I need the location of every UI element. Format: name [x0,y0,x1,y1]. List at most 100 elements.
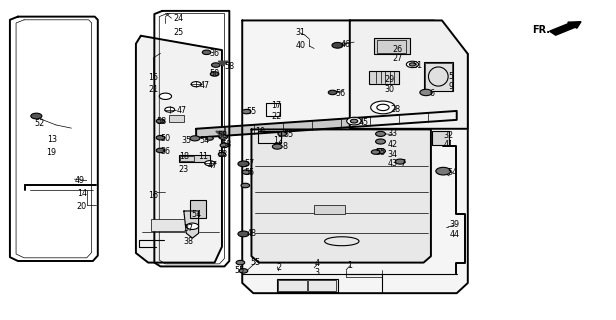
Text: 30: 30 [384,85,394,94]
Text: 55: 55 [245,168,255,177]
Text: 42: 42 [387,140,398,148]
Bar [179,155,209,162]
Text: 45: 45 [359,118,368,127]
Polygon shape [218,61,228,66]
Text: 58: 58 [224,61,235,70]
Text: 36: 36 [209,49,219,58]
Text: 16: 16 [148,190,158,200]
Bar [277,278,338,292]
Polygon shape [242,20,468,293]
Circle shape [376,139,386,144]
Text: 13: 13 [47,135,57,144]
Circle shape [376,131,386,136]
Text: 55: 55 [234,266,245,276]
Text: 22: 22 [271,113,281,122]
Circle shape [210,72,219,76]
Text: 39: 39 [449,220,460,229]
Bar [152,219,188,231]
Text: 54: 54 [200,136,210,145]
Circle shape [272,144,282,149]
Circle shape [347,117,362,125]
Circle shape [238,161,249,167]
Text: 58: 58 [156,117,167,126]
Text: 51: 51 [412,60,423,69]
Text: 9: 9 [448,82,453,91]
Circle shape [202,50,211,54]
Text: 29: 29 [384,75,394,84]
Text: 26: 26 [392,44,402,54]
Circle shape [211,63,220,67]
Circle shape [236,260,245,265]
Text: 54: 54 [447,168,458,177]
Circle shape [190,136,200,141]
Text: 35: 35 [181,136,192,145]
Text: 17: 17 [271,101,281,110]
Text: 47: 47 [208,161,218,170]
Bar [169,116,184,122]
Polygon shape [196,111,456,138]
Text: 48: 48 [246,229,256,238]
Text: 27: 27 [392,54,402,63]
FancyArrow shape [549,22,581,35]
Polygon shape [136,36,222,263]
Text: 47: 47 [200,81,210,90]
Text: FR.: FR. [533,25,551,35]
Text: 57: 57 [245,159,255,168]
Circle shape [371,101,395,114]
Polygon shape [216,131,225,136]
Text: 8: 8 [282,142,287,151]
Text: 37: 37 [183,224,193,233]
Bar [278,280,307,291]
Polygon shape [350,20,468,129]
Circle shape [206,136,213,140]
Text: 1: 1 [347,261,352,270]
Polygon shape [184,211,198,238]
Text: 56: 56 [335,89,345,98]
Circle shape [186,223,198,229]
Bar [375,38,410,54]
Text: 54: 54 [191,210,201,219]
Text: 15: 15 [148,73,158,82]
Text: 32: 32 [443,131,453,140]
Circle shape [407,61,419,68]
Polygon shape [251,129,431,263]
Bar [257,131,281,143]
Text: 58: 58 [217,150,227,159]
Text: 14: 14 [77,189,87,198]
Text: 25: 25 [174,28,184,37]
Circle shape [436,167,450,175]
Bar [432,131,449,145]
Text: 55: 55 [283,130,293,139]
Text: 55: 55 [251,258,261,267]
Bar [314,205,345,214]
Circle shape [165,107,174,112]
Text: 18: 18 [179,152,189,161]
Text: 43: 43 [388,159,398,168]
Text: 50: 50 [160,134,171,143]
Circle shape [239,269,248,273]
Circle shape [376,148,386,154]
Text: 12: 12 [274,136,283,145]
Text: 24: 24 [174,14,184,23]
Text: 47: 47 [177,106,187,115]
Circle shape [420,89,432,96]
Circle shape [328,90,337,95]
Bar [425,63,452,91]
Text: 40: 40 [296,41,306,50]
Text: 49: 49 [75,176,84,185]
Circle shape [242,170,251,174]
Text: 23: 23 [179,165,189,174]
Text: 28: 28 [390,105,400,114]
Text: 58: 58 [222,140,232,149]
Text: 38: 38 [183,237,193,246]
Circle shape [410,63,416,66]
Bar [266,103,280,116]
Text: 20: 20 [77,202,87,211]
Circle shape [205,161,214,166]
Circle shape [156,119,165,123]
Circle shape [238,231,249,237]
Text: 58: 58 [217,131,227,140]
Text: 44: 44 [449,230,460,239]
Text: 5: 5 [448,72,453,81]
Text: 33: 33 [388,129,398,138]
